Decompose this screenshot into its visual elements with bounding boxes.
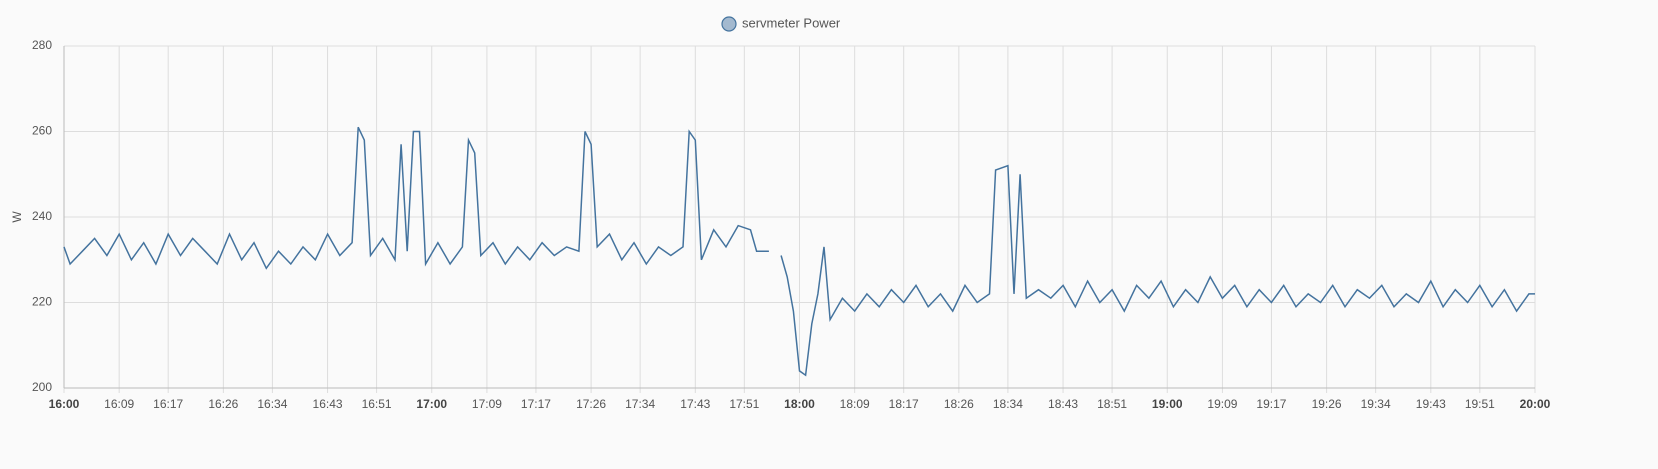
data-line bbox=[63, 126, 769, 270]
x-tick-label: 17:00 bbox=[416, 397, 447, 411]
x-tick-label: 16:09 bbox=[104, 397, 134, 411]
x-tick-label: 20:00 bbox=[1520, 397, 1551, 411]
x-tick-label: 16:51 bbox=[362, 397, 392, 411]
y-tick-label: 220 bbox=[32, 295, 52, 309]
x-tick-label: 17:09 bbox=[472, 397, 502, 411]
x-tick-label: 19:34 bbox=[1361, 397, 1391, 411]
x-tick-label: 17:26 bbox=[576, 397, 606, 411]
x-tick-label: 18:43 bbox=[1048, 397, 1078, 411]
y-axis-label: W bbox=[10, 211, 24, 223]
x-tick-label: 16:43 bbox=[313, 397, 343, 411]
y-tick-label: 260 bbox=[32, 124, 52, 138]
y-tick-label: 280 bbox=[32, 38, 52, 52]
x-tick-label: 17:51 bbox=[729, 397, 759, 411]
x-tick-label: 16:34 bbox=[257, 397, 287, 411]
x-tick-label: 18:00 bbox=[784, 397, 815, 411]
x-tick-label: 17:43 bbox=[680, 397, 710, 411]
legend-marker[interactable] bbox=[721, 16, 737, 32]
x-tick-label: 16:17 bbox=[153, 397, 183, 411]
data-line bbox=[780, 164, 1535, 377]
x-tick-label: 18:51 bbox=[1097, 397, 1127, 411]
x-tick-label: 19:17 bbox=[1256, 397, 1286, 411]
x-tick-label: 19:26 bbox=[1312, 397, 1342, 411]
x-tick-label: 18:26 bbox=[944, 397, 974, 411]
x-tick-label: 19:09 bbox=[1207, 397, 1237, 411]
y-tick-label: 200 bbox=[32, 380, 52, 394]
x-tick-label: 18:17 bbox=[889, 397, 919, 411]
x-tick-label: 17:17 bbox=[521, 397, 551, 411]
x-tick-label: 17:34 bbox=[625, 397, 655, 411]
x-tick-label: 18:34 bbox=[993, 397, 1023, 411]
x-tick-label: 19:00 bbox=[1152, 397, 1183, 411]
x-tick-label: 19:43 bbox=[1416, 397, 1446, 411]
x-tick-label: 16:00 bbox=[49, 397, 80, 411]
x-tick-label: 19:51 bbox=[1465, 397, 1495, 411]
x-tick-label: 16:26 bbox=[208, 397, 238, 411]
y-tick-label: 240 bbox=[32, 209, 52, 223]
x-tick-label: 18:09 bbox=[840, 397, 870, 411]
legend-label[interactable]: servmeter Power bbox=[742, 15, 841, 30]
